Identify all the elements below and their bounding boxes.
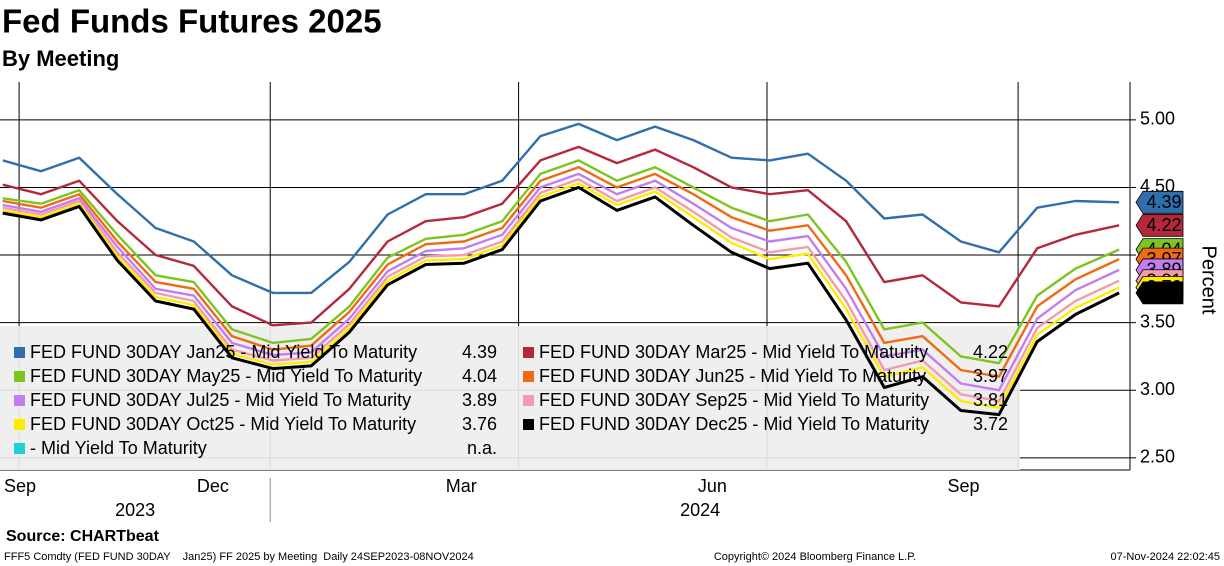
chart-subtitle: By Meeting (2, 46, 119, 71)
footer-left: FFF5 Comdty (FED FUND 30DAY Jan25) FF 20… (4, 551, 474, 563)
legend-value: 4.39 (462, 342, 497, 362)
year-label: 2024 (680, 500, 720, 520)
y-tick-label: 5.00 (1140, 109, 1175, 129)
series-line (2, 182, 1120, 409)
legend-swatch (14, 395, 25, 406)
legend-value: 3.89 (462, 390, 497, 410)
source: Source: CHARTbeat (6, 528, 160, 545)
series-line (2, 122, 1120, 295)
legend-value: 3.81 (973, 390, 1008, 410)
legend-value: n.a. (467, 438, 497, 458)
legend-label: FED FUND 30DAY Oct25 - Mid Yield To Matu… (30, 414, 416, 434)
legend-value: 4.04 (462, 366, 497, 386)
legend-swatch (523, 371, 534, 382)
y-tick-label: 2.50 (1140, 447, 1175, 467)
series-line (2, 178, 1120, 403)
x-tick-label: Mar (446, 476, 477, 496)
x-tick-label: Sep (947, 476, 979, 496)
series-line (2, 145, 1120, 327)
y-tick-label: 3.00 (1140, 379, 1175, 399)
legend-label: FED FUND 30DAY Sep25 - Mid Yield To Matu… (539, 390, 929, 410)
series-line (2, 172, 1120, 392)
x-tick-label: Sep (4, 476, 36, 496)
legend-swatch (14, 347, 25, 358)
chart-title: Fed Funds Futures 2025 (2, 3, 382, 40)
y-axis-title: Percent (1198, 246, 1220, 315)
legend-label: FED FUND 30DAY May25 - Mid Yield To Matu… (30, 366, 422, 386)
legend-swatch (14, 443, 25, 454)
year-label: 2023 (115, 500, 155, 520)
legend-swatch (523, 347, 534, 358)
last-value-label: 4.39 (1146, 192, 1181, 212)
legend-swatch (523, 419, 534, 430)
last-value-label: 4.22 (1146, 215, 1181, 235)
legend-box (0, 326, 1020, 470)
legend-swatch (14, 419, 25, 430)
series-line (2, 166, 1120, 378)
legend-value: 4.22 (973, 342, 1008, 362)
footer-center: Copyright© 2024 Bloomberg Finance L.P. (714, 551, 916, 563)
last-value-tag (1135, 281, 1184, 305)
legend-value: 3.76 (462, 414, 497, 434)
legend-swatch (14, 371, 25, 382)
legend-value: 3.72 (973, 414, 1008, 434)
x-tick-label: Dec (197, 476, 229, 496)
legend-label: - Mid Yield To Maturity (30, 438, 207, 458)
legend-label: FED FUND 30DAY Jun25 - Mid Yield To Matu… (539, 366, 926, 386)
series-line (2, 159, 1120, 365)
legend-value: 3.97 (973, 366, 1008, 386)
legend-label: FED FUND 30DAY Dec25 - Mid Yield To Matu… (539, 414, 929, 434)
series-line (2, 185, 1120, 417)
x-tick-label: Jun (698, 476, 727, 496)
last-value-tag (1135, 213, 1184, 237)
legend-label: FED FUND 30DAY Jan25 - Mid Yield To Matu… (30, 342, 417, 362)
legend-label: FED FUND 30DAY Jul25 - Mid Yield To Matu… (30, 390, 411, 410)
last-value-tag (1135, 190, 1184, 214)
y-tick-label: 3.50 (1140, 311, 1175, 331)
last-value-label: 3.72 (1146, 283, 1181, 303)
legend-swatch (523, 395, 534, 406)
footer-right: 07-Nov-2024 22:02:45 (1111, 551, 1220, 563)
legend-label: FED FUND 30DAY Mar25 - Mid Yield To Matu… (539, 342, 928, 362)
